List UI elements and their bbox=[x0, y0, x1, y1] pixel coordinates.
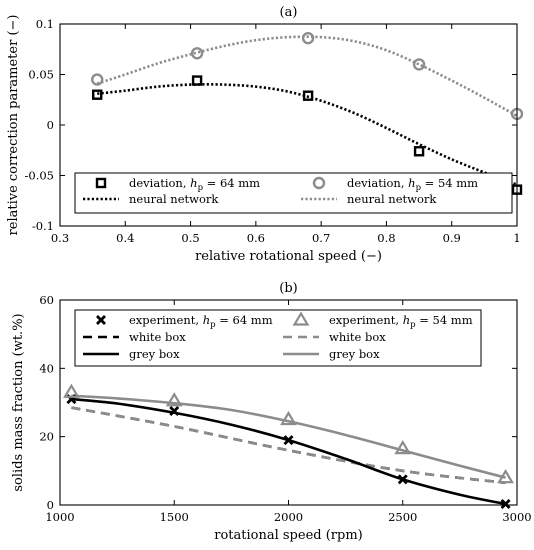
b-series-line-5 bbox=[71, 394, 506, 479]
a-legend-marker-0 bbox=[95, 177, 107, 189]
b-data-point-1 bbox=[165, 392, 183, 407]
b-y-tick-label: 0 bbox=[47, 498, 54, 512]
b-legend-marker-1 bbox=[292, 311, 310, 326]
b-y-axis-label: solids mass fraction (wt.%) bbox=[11, 313, 26, 491]
a-data-point-1 bbox=[412, 58, 426, 71]
b-series-line-3 bbox=[71, 406, 506, 485]
b-legend-marker-0 bbox=[96, 315, 106, 325]
b-x-tick-label: 1000 bbox=[45, 510, 74, 524]
b-data-point-1 bbox=[394, 439, 412, 455]
a-x-tick-label: 0.6 bbox=[247, 231, 265, 245]
b-axes-box bbox=[59, 299, 518, 506]
a-data-point-0 bbox=[92, 89, 103, 100]
a-y-axis-label: relative correction parameter (−) bbox=[6, 15, 21, 236]
a-y-tick-label: 0.1 bbox=[36, 17, 54, 31]
a-legend-label-3: neural network bbox=[347, 192, 437, 206]
a-legend: deviation, hp = 64 mm deviation, hp = 54 … bbox=[74, 172, 513, 214]
b-legend-label-5: grey box bbox=[329, 347, 380, 361]
b-legend-label-1: experiment, hp = 54 mm bbox=[329, 313, 473, 330]
b-x-tick-label: 2000 bbox=[274, 510, 303, 524]
b-y-tick-label: 40 bbox=[39, 361, 54, 375]
b-x-tick-label: 1500 bbox=[160, 510, 189, 524]
a-title: (a) bbox=[280, 5, 298, 20]
a-x-tick-label: 1 bbox=[513, 231, 520, 245]
b-data-point-1 bbox=[62, 383, 80, 398]
a-legend-label-1: deviation, hp = 54 mm bbox=[347, 176, 478, 193]
a-data-point-1 bbox=[91, 73, 104, 86]
chart-panel-b: (b) 1000 1500 2000 2500 3000 0 20 40 60 rotational… bbox=[11, 281, 532, 543]
a-legend-label-0: deviation, hp = 64 mm bbox=[129, 176, 260, 193]
chart-panel-a: (a) 0.3 0.4 0.5 0.6 0.7 0.8 0.9 1 -0.1 -0.05 0 0.05 0… bbox=[6, 5, 524, 264]
a-series-line-2 bbox=[97, 83, 517, 186]
b-legend-label-4: grey box bbox=[129, 347, 180, 361]
a-y-tick-label: 0.05 bbox=[28, 68, 54, 82]
b-x-axis-label: rotational speed (rpm) bbox=[214, 528, 362, 543]
a-x-axis-label: relative rotational speed (−) bbox=[195, 249, 382, 264]
b-legend-label-0: experiment, hp = 64 mm bbox=[129, 313, 273, 330]
a-legend-label-2: neural network bbox=[129, 192, 219, 206]
a-x-tick-label: 0.7 bbox=[312, 231, 330, 245]
a-legend-box bbox=[74, 172, 513, 214]
b-data-point-1 bbox=[497, 469, 515, 484]
a-plot-area bbox=[96, 35, 517, 186]
a-data-point-1 bbox=[190, 47, 204, 60]
a-axes-box bbox=[59, 23, 518, 227]
b-data-point-0 bbox=[283, 435, 294, 446]
a-data-point-0 bbox=[191, 75, 203, 86]
b-legend-label-2: white box bbox=[129, 330, 186, 344]
a-data-point-0 bbox=[302, 90, 314, 101]
b-y-tick-label: 20 bbox=[39, 430, 54, 444]
b-legend: experiment, hp = 64 mm experiment, hp = 5… bbox=[74, 309, 482, 367]
a-data-point-1 bbox=[301, 31, 315, 45]
a-x-tick-label: 0.9 bbox=[443, 231, 461, 245]
a-x-tick-label: 0.4 bbox=[116, 231, 134, 245]
b-data-point-0 bbox=[169, 406, 180, 417]
b-title: (b) bbox=[279, 281, 297, 296]
b-x-tick-label: 3000 bbox=[502, 510, 531, 524]
b-y-tick-label: 60 bbox=[39, 293, 54, 307]
b-data-point-0 bbox=[500, 498, 511, 509]
b-x-tick-label: 2500 bbox=[388, 510, 417, 524]
a-data-point-0 bbox=[413, 146, 425, 157]
a-series-line-3 bbox=[96, 35, 517, 118]
a-x-tick-label: 0.3 bbox=[51, 231, 69, 245]
b-legend-label-3: white box bbox=[329, 330, 386, 344]
a-y-tick-label: -0.05 bbox=[25, 169, 55, 183]
a-legend-marker-1 bbox=[312, 176, 326, 190]
b-legend-box bbox=[74, 309, 482, 367]
a-y-tick-label: 0 bbox=[47, 118, 54, 132]
a-x-tick-label: 0.5 bbox=[181, 231, 199, 245]
b-data-point-0 bbox=[397, 474, 408, 485]
b-data-point-1 bbox=[280, 410, 297, 426]
a-x-tick-label: 0.8 bbox=[377, 231, 395, 245]
a-y-tick-label: -0.1 bbox=[32, 219, 54, 233]
